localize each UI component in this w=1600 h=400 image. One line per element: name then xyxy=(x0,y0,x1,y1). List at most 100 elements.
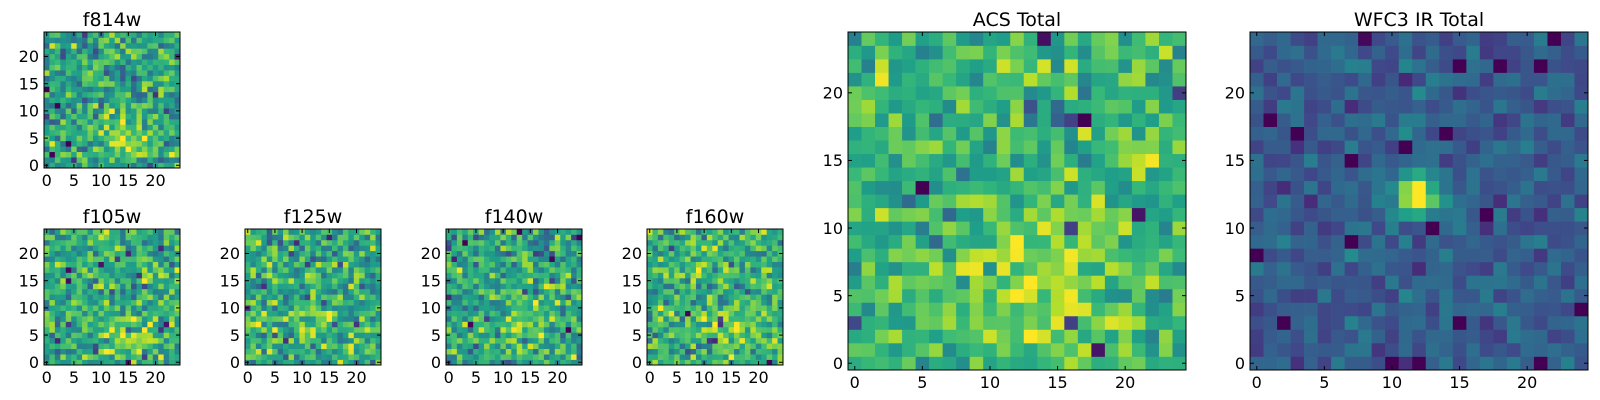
heatmap-cell xyxy=(1304,248,1318,263)
heatmap-cell xyxy=(158,59,165,65)
y-tick-label: 20 xyxy=(421,244,441,263)
heatmap-cell xyxy=(87,321,94,328)
heatmap-cell xyxy=(163,108,170,114)
heatmap-cell xyxy=(739,299,746,306)
heatmap-cell xyxy=(942,86,957,100)
heatmap-cell xyxy=(549,277,556,284)
heatmap-cell xyxy=(1304,221,1318,236)
heatmap-cell xyxy=(82,234,88,241)
heatmap-cell xyxy=(571,267,577,273)
heatmap-cell xyxy=(1358,315,1373,330)
heatmap-cell xyxy=(114,299,121,306)
heatmap-cell xyxy=(516,250,523,257)
heatmap-cell xyxy=(120,256,126,262)
heatmap-cell xyxy=(668,316,675,322)
heatmap-cell xyxy=(65,97,72,104)
heatmap-cell xyxy=(114,267,121,273)
heatmap-cell xyxy=(114,229,121,235)
heatmap-cell xyxy=(473,316,479,322)
heatmap-cell xyxy=(163,64,170,71)
heatmap-cell xyxy=(326,256,333,262)
heatmap-cell xyxy=(744,239,751,246)
heatmap-cell xyxy=(1077,45,1092,60)
heatmap-cell xyxy=(554,272,561,279)
heatmap-cell xyxy=(456,343,463,350)
heatmap-cell xyxy=(1385,234,1400,249)
heatmap-cell xyxy=(969,302,984,317)
heatmap-cell xyxy=(1091,261,1106,276)
heatmap-cell xyxy=(1547,315,1562,330)
heatmap-cell xyxy=(1277,342,1291,357)
heatmap-cell xyxy=(1533,288,1548,303)
heatmap-cell xyxy=(701,354,708,360)
heatmap-cell xyxy=(1145,329,1160,344)
heatmap-cell xyxy=(1560,221,1575,236)
heatmap-cell xyxy=(1520,72,1535,87)
heatmap-cell xyxy=(103,277,110,284)
x-tick-label: 15 xyxy=(1047,373,1067,392)
heatmap-cell xyxy=(103,59,110,65)
heatmap-cell xyxy=(766,261,773,268)
heatmap-cell xyxy=(1425,45,1440,60)
heatmap-cell xyxy=(1118,207,1133,222)
heatmap-cell xyxy=(87,245,94,252)
heatmap-cell xyxy=(560,321,567,328)
heatmap-cell xyxy=(875,32,889,46)
heatmap-cell xyxy=(929,113,943,127)
heatmap-cell xyxy=(120,245,126,252)
heatmap-cell xyxy=(484,305,490,311)
heatmap-cell xyxy=(141,272,148,279)
heatmap-cell xyxy=(293,234,300,241)
heatmap-cell xyxy=(571,239,577,246)
heatmap-cell xyxy=(1358,234,1373,249)
heatmap-cell xyxy=(92,326,99,333)
heatmap-cell xyxy=(141,140,148,147)
heatmap-cell xyxy=(158,288,165,295)
heatmap-cell xyxy=(1344,315,1359,330)
heatmap-cell xyxy=(136,283,143,290)
heatmap-cell xyxy=(1064,302,1079,317)
heatmap-cell xyxy=(734,321,740,328)
heatmap-cell xyxy=(1574,207,1589,222)
heatmap-cell xyxy=(299,294,306,301)
heatmap-cell xyxy=(1574,167,1589,182)
heatmap-cell xyxy=(484,267,490,273)
heatmap-cell xyxy=(451,267,458,273)
heatmap-cell xyxy=(668,299,675,306)
heatmap-cell xyxy=(1466,275,1481,290)
heatmap-cell xyxy=(82,310,88,317)
heatmap-cell xyxy=(565,245,572,252)
heatmap-cell xyxy=(478,332,485,339)
heatmap-cell xyxy=(554,321,561,328)
x-tick-label: 15 xyxy=(520,368,540,387)
heatmap-cell xyxy=(82,146,88,153)
heatmap-cell xyxy=(125,283,132,290)
heatmap-cell xyxy=(98,261,105,268)
heatmap-cell xyxy=(1304,234,1318,249)
heatmap-cell xyxy=(1493,140,1508,155)
heatmap-cell xyxy=(1371,248,1386,263)
heatmap-cell xyxy=(103,299,110,306)
heatmap-cell xyxy=(549,337,556,344)
heatmap-cell xyxy=(560,305,567,311)
heatmap-cell xyxy=(250,267,257,273)
heatmap-cell xyxy=(674,348,680,355)
heatmap-cell xyxy=(571,332,577,339)
heatmap-cell xyxy=(511,272,518,279)
heatmap-cell xyxy=(571,359,577,366)
heatmap-cell xyxy=(549,348,556,355)
heatmap-cell xyxy=(49,234,56,241)
heatmap-cell xyxy=(136,53,143,60)
heatmap-cell xyxy=(571,283,577,290)
heatmap-cell xyxy=(915,329,930,344)
heatmap-cell xyxy=(706,272,713,279)
heatmap-cell xyxy=(147,354,154,360)
heatmap-cell xyxy=(695,250,702,257)
heatmap-cell xyxy=(983,302,998,317)
heatmap-cell xyxy=(744,343,751,350)
heatmap-cell xyxy=(777,343,784,350)
heatmap-cell xyxy=(332,337,338,344)
heatmap-cell xyxy=(902,59,916,73)
heatmap-cell xyxy=(1425,248,1440,263)
heatmap-cell xyxy=(777,234,784,241)
